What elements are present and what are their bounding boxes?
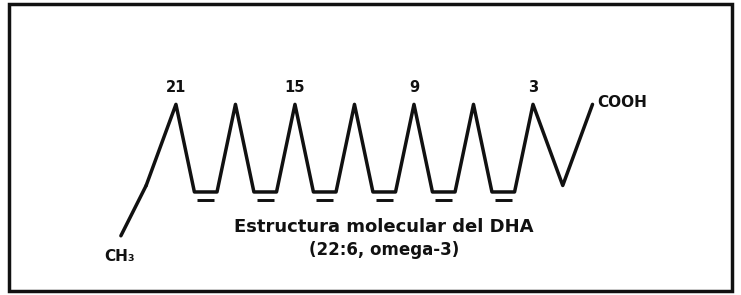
- Text: Estructura molecular del DHA: Estructura molecular del DHA: [234, 218, 534, 236]
- Text: COOH: COOH: [597, 95, 647, 110]
- Text: 3: 3: [528, 80, 538, 95]
- Text: CH₃: CH₃: [104, 249, 135, 264]
- Text: 15: 15: [285, 80, 305, 95]
- Text: 9: 9: [409, 80, 419, 95]
- Text: (22:6, omega-3): (22:6, omega-3): [309, 241, 459, 259]
- Text: 21: 21: [166, 80, 186, 95]
